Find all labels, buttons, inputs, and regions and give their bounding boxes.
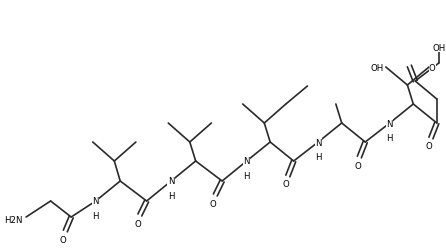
Text: H: H [387, 134, 393, 142]
Text: H: H [315, 152, 322, 161]
Text: N: N [315, 138, 322, 147]
Text: H: H [168, 191, 174, 200]
Text: O: O [429, 63, 436, 72]
Text: O: O [354, 161, 361, 170]
Text: N: N [387, 119, 393, 128]
Text: N: N [168, 177, 174, 186]
Text: H: H [92, 211, 99, 220]
Text: O: O [282, 179, 289, 188]
Text: OH: OH [371, 63, 384, 72]
Text: H: H [244, 171, 250, 180]
Text: N: N [244, 157, 250, 166]
Text: N: N [92, 197, 99, 206]
Text: OH: OH [432, 44, 446, 53]
Text: O: O [60, 235, 67, 244]
Text: O: O [135, 219, 141, 228]
Text: O: O [210, 199, 217, 208]
Text: H2N: H2N [4, 216, 22, 225]
Text: O: O [425, 141, 432, 150]
